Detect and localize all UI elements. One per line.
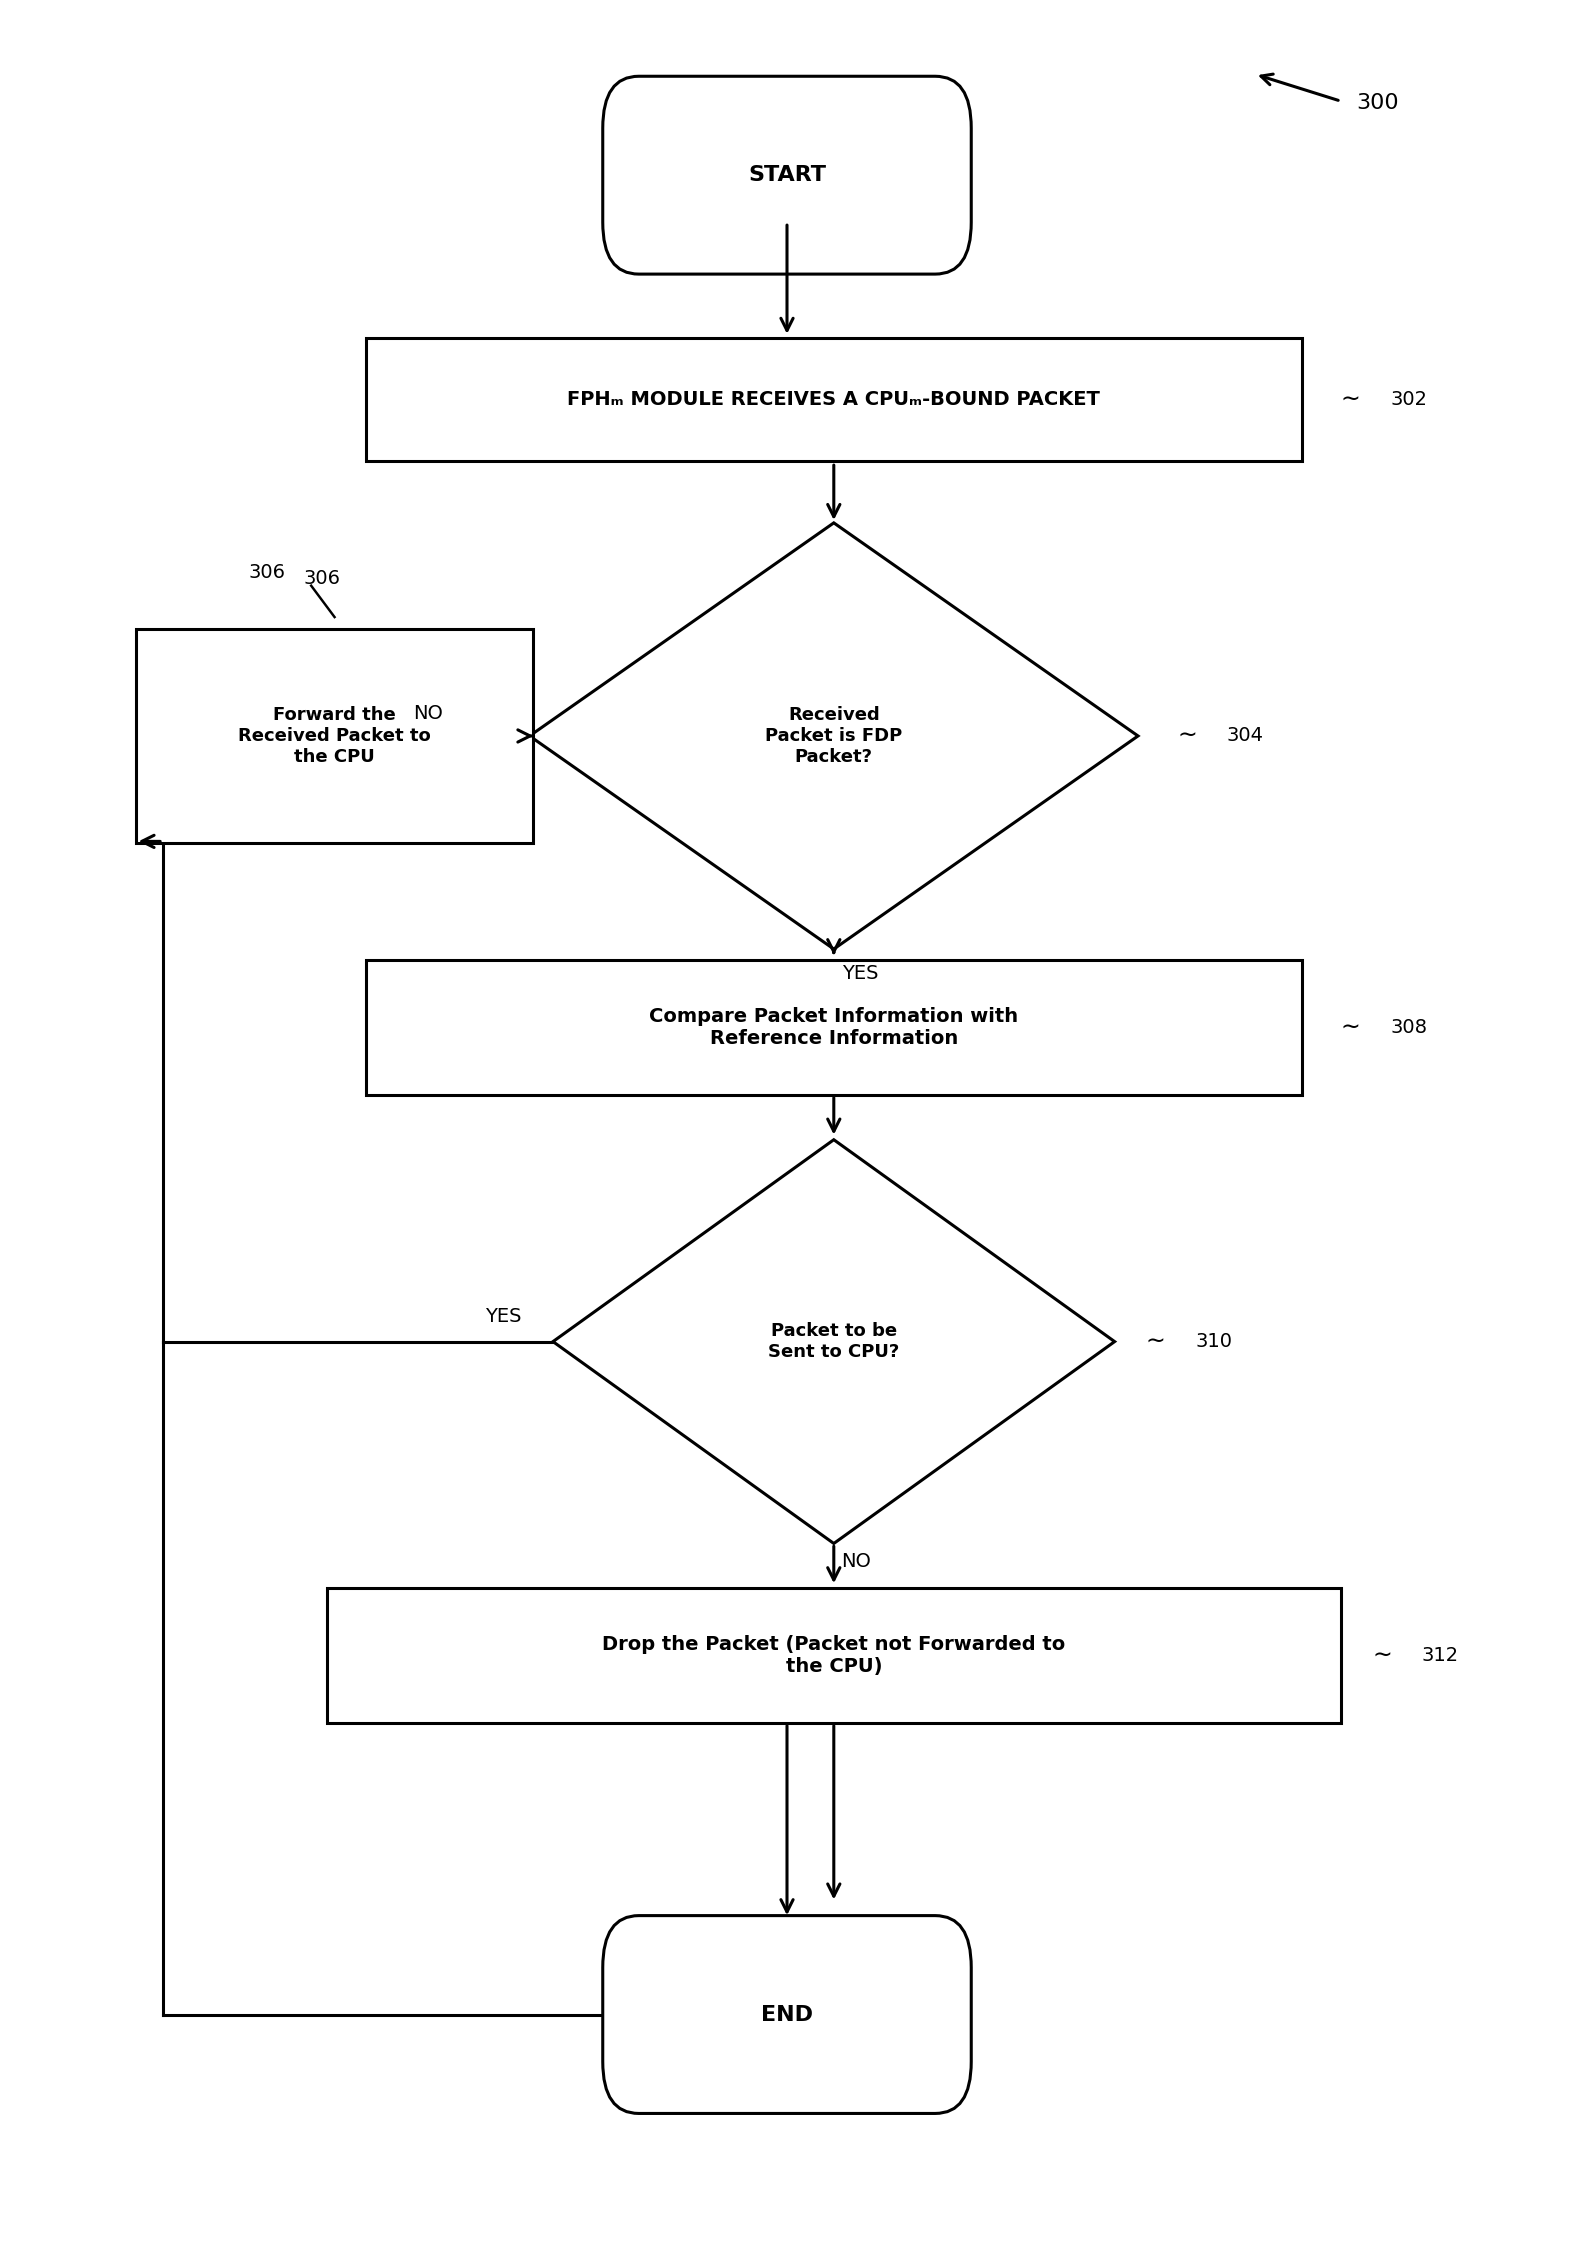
- Text: NO: NO: [414, 704, 444, 722]
- Text: ∼: ∼: [1177, 724, 1196, 747]
- Text: 310: 310: [1196, 1332, 1232, 1352]
- Text: START: START: [748, 165, 826, 185]
- Text: YES: YES: [485, 1307, 523, 1327]
- Bar: [365, 339, 1302, 460]
- FancyBboxPatch shape: [603, 1916, 971, 2113]
- Text: ∼: ∼: [1341, 388, 1360, 411]
- Text: 312: 312: [1421, 1645, 1459, 1666]
- Text: YES: YES: [842, 964, 878, 984]
- Text: NO: NO: [842, 1553, 872, 1571]
- Bar: [327, 1589, 1341, 1722]
- Text: 304: 304: [1228, 727, 1264, 745]
- Polygon shape: [552, 1140, 1114, 1544]
- Text: ∼: ∼: [1341, 1016, 1360, 1040]
- Bar: [135, 630, 534, 842]
- Bar: [365, 959, 1302, 1095]
- Text: Compare Packet Information with
Reference Information: Compare Packet Information with Referenc…: [648, 1007, 1018, 1047]
- Text: Packet to be
Sent to CPU?: Packet to be Sent to CPU?: [768, 1323, 899, 1361]
- Text: 306: 306: [304, 569, 340, 589]
- Text: FPHₘ MODULE RECEIVES A CPUₘ-BOUND PACKET: FPHₘ MODULE RECEIVES A CPUₘ-BOUND PACKET: [567, 390, 1100, 409]
- FancyBboxPatch shape: [603, 77, 971, 273]
- Text: 306: 306: [249, 562, 286, 582]
- Text: 302: 302: [1391, 390, 1428, 409]
- Polygon shape: [529, 524, 1138, 948]
- Text: ∼: ∼: [1373, 1643, 1391, 1668]
- Text: END: END: [760, 2004, 814, 2025]
- Text: ∼: ∼: [1146, 1329, 1166, 1354]
- Text: Forward the
Received Packet to
the CPU: Forward the Received Packet to the CPU: [238, 706, 431, 765]
- Text: Received
Packet is FDP
Packet?: Received Packet is FDP Packet?: [765, 706, 902, 765]
- Text: 308: 308: [1391, 1018, 1428, 1036]
- Text: 300: 300: [1357, 93, 1399, 113]
- Text: Drop the Packet (Packet not Forwarded to
the CPU): Drop the Packet (Packet not Forwarded to…: [603, 1634, 1066, 1677]
